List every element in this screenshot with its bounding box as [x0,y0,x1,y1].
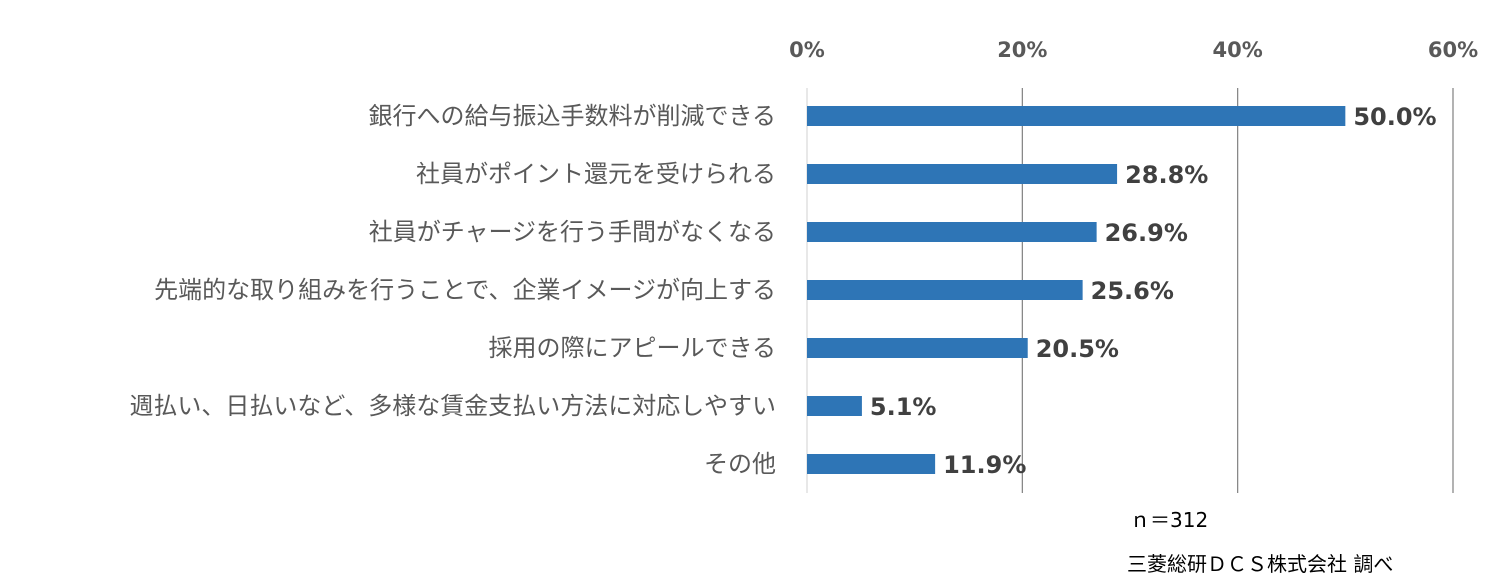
data-label: 50.0% [1353,103,1436,131]
bar [807,106,1346,126]
source-note: 三菱総研ＤＣＳ株式会社 調べ [1127,552,1394,576]
data-label: 11.9% [943,451,1026,479]
bar [807,280,1083,300]
category-label: 社員がポイント還元を受けられる [416,160,776,188]
category-label: その他 [704,450,776,478]
data-label: 26.9% [1105,219,1188,247]
bar [807,164,1118,184]
bars [807,106,1346,474]
data-label: 28.8% [1125,161,1208,189]
data-label: 25.6% [1091,277,1174,305]
sample-size-note: ｎ＝312 [1130,508,1209,532]
x-tick-label: 20% [997,38,1047,62]
bar [807,396,862,416]
x-axis-tick-labels: 0% 20% 40% 60% [789,38,1478,62]
x-tick-label: 60% [1428,38,1478,62]
category-label: 採用の際にアピールできる [488,334,776,362]
category-label: 社員がチャージを行う手間がなくなる [369,218,776,246]
x-tick-label: 0% [789,38,825,62]
data-label: 20.5% [1036,335,1119,363]
category-label: 銀行への給与振込手数料が削減できる [368,102,776,130]
x-tick-label: 40% [1213,38,1263,62]
category-label: 先端的な取り組みを行うことで、企業イメージが向上する [154,276,776,304]
bar [807,454,936,474]
data-labels: 50.0% 28.8% 26.9% 25.6% 20.5% 5.1% 11.9% [870,103,1437,479]
bar [807,338,1028,358]
bar [807,222,1097,242]
category-label: 週払い、日払いなど、多様な賃金支払い方法に対応しやすい [129,392,776,420]
category-labels: 銀行への給与振込手数料が削減できる社員がポイント還元を受けられる社員がチャージを… [129,102,776,478]
data-label: 5.1% [870,393,937,421]
